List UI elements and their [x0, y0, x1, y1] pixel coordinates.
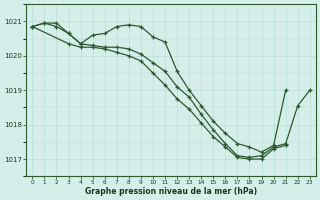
X-axis label: Graphe pression niveau de la mer (hPa): Graphe pression niveau de la mer (hPa): [85, 187, 257, 196]
